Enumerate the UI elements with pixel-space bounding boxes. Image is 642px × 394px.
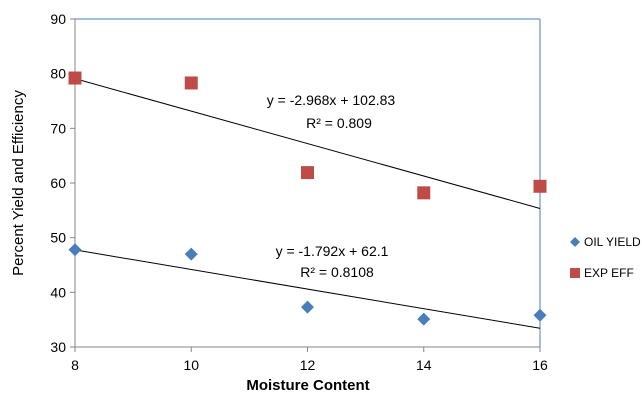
exp-eff-r2: R² = 0.809 xyxy=(306,115,372,131)
x-tick-label: 10 xyxy=(183,357,199,373)
x-axis-ticks: 8 10 12 14 16 xyxy=(71,347,548,373)
y-axis-ticks: 30 40 50 60 70 80 90 xyxy=(50,11,75,355)
trendline-exp-eff xyxy=(74,78,541,209)
legend-item-oil-yield: OIL YIELD xyxy=(570,235,641,249)
trendlines xyxy=(74,78,541,329)
y-tick-label: 50 xyxy=(50,230,66,246)
trendline-oil-yield xyxy=(74,249,541,329)
data-point-exp-eff xyxy=(68,71,82,85)
square-marker-icon xyxy=(570,268,580,278)
data-points xyxy=(68,71,547,326)
exp-eff-equation: y = -2.968x + 102.83 xyxy=(267,92,396,108)
y-tick-label: 90 xyxy=(50,11,66,27)
data-point-oil-yield xyxy=(533,308,547,322)
y-tick-label: 60 xyxy=(50,175,66,191)
data-point-exp-eff xyxy=(417,186,431,200)
x-tick-label: 16 xyxy=(532,357,548,373)
y-tick-label: 70 xyxy=(50,120,66,136)
diamond-marker-icon xyxy=(570,237,580,247)
y-tick-label: 80 xyxy=(50,66,66,82)
x-tick-label: 8 xyxy=(71,357,79,373)
data-point-exp-eff xyxy=(533,179,547,193)
x-tick-label: 14 xyxy=(416,357,432,373)
oil-yield-r2: R² = 0.8108 xyxy=(300,264,374,280)
data-point-oil-yield xyxy=(301,300,314,314)
data-point-exp-eff xyxy=(184,76,198,90)
data-point-oil-yield xyxy=(184,247,198,261)
x-axis-title: Moisture Content xyxy=(246,377,369,394)
legend-label-exp-eff: EXP EFF xyxy=(584,266,634,280)
data-point-oil-yield xyxy=(68,243,82,257)
y-tick-label: 30 xyxy=(50,339,66,355)
y-axis-title: Percent Yield and Efficiency xyxy=(10,90,27,276)
data-point-exp-eff xyxy=(301,166,314,180)
legend-label-oil-yield: OIL YIELD xyxy=(584,235,641,249)
oil-yield-equation: y = -1.792x + 62.1 xyxy=(276,243,389,259)
y-tick-label: 40 xyxy=(50,284,66,300)
legend: OIL YIELD EXP EFF xyxy=(570,235,641,280)
legend-item-exp-eff: EXP EFF xyxy=(570,266,634,280)
x-tick-label: 12 xyxy=(300,357,316,373)
data-point-oil-yield xyxy=(417,312,431,326)
